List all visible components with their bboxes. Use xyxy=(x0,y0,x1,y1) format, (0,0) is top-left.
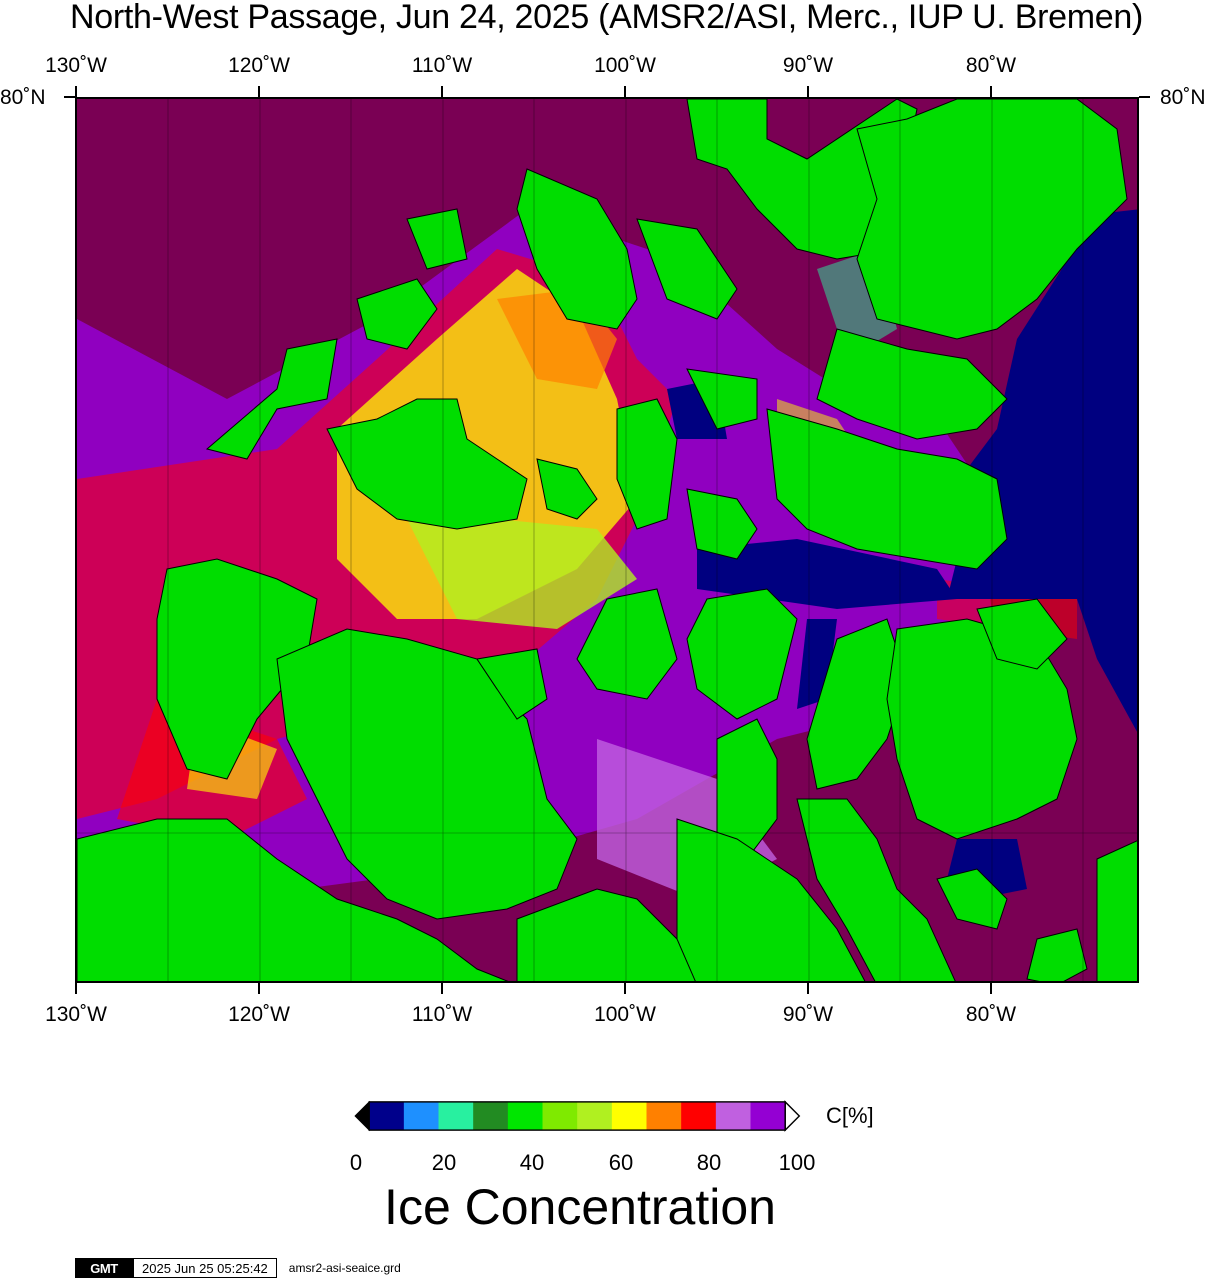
lon-tick-top: 100˚W xyxy=(594,54,656,77)
colorbar-swatch xyxy=(577,1101,613,1131)
grid-filename: amsr2-asi-seaice.grd xyxy=(288,1261,401,1275)
colorbar-swatch xyxy=(681,1101,717,1131)
gmt-logo: GMT xyxy=(75,1258,133,1278)
colorbar-over-triangle xyxy=(784,1100,801,1132)
colorbar-label: 100 xyxy=(778,1150,816,1175)
colorbar-swatch xyxy=(369,1101,405,1131)
colorbar-label: 20 xyxy=(431,1150,457,1175)
lon-tick-top: 120˚W xyxy=(228,54,290,77)
ice-concentration-map xyxy=(75,97,1139,983)
colorbar-under-triangle xyxy=(354,1100,370,1132)
colorbar-swatch xyxy=(507,1101,543,1131)
lon-tick-bottom: 100˚W xyxy=(594,1003,656,1026)
lat-label-left: 80˚N xyxy=(0,86,46,109)
lon-tick-bottom: 90˚W xyxy=(782,1003,834,1026)
colorbar-title: Ice Concentration xyxy=(384,1179,776,1235)
lon-tick-top: 90˚W xyxy=(782,54,834,77)
colorbar-label: 40 xyxy=(519,1150,545,1175)
map-title: North-West Passage, Jun 24, 2025 (AMSR2/… xyxy=(69,0,1144,36)
axis-ticks xyxy=(64,86,1150,994)
colorbar-frame xyxy=(368,1101,786,1131)
colorbar-swatch xyxy=(611,1101,647,1131)
colorbar-unit: C[%] xyxy=(826,1103,874,1128)
lon-tick-top: 80˚W xyxy=(965,54,1017,77)
colorbar-swatch xyxy=(646,1101,682,1131)
timestamp: 2025 Jun 25 05:25:42 xyxy=(133,1258,277,1278)
colorbar-swatch xyxy=(750,1101,786,1131)
colorbar-label: 60 xyxy=(608,1150,634,1175)
lon-tick-bottom: 110˚W xyxy=(411,1003,473,1026)
colorbar-swatch xyxy=(403,1101,439,1131)
colorbar-swatch xyxy=(542,1101,578,1131)
graticule xyxy=(77,99,1137,981)
lon-tick-bottom: 120˚W xyxy=(228,1003,290,1026)
land xyxy=(77,99,1137,981)
lon-tick-top: 110˚W xyxy=(411,54,473,77)
gmt-footer: GMT 2025 Jun 25 05:25:42 amsr2-asi-seaic… xyxy=(75,1258,401,1278)
lat-label-right: 80˚N xyxy=(1160,86,1206,109)
lon-tick-top: 130˚W xyxy=(45,54,107,77)
map-canvas xyxy=(77,99,1137,981)
colorbar-swatch xyxy=(715,1101,751,1131)
colorbar-swatch xyxy=(473,1101,509,1131)
colorbar xyxy=(354,1100,801,1132)
colorbar-label: 0 xyxy=(349,1150,363,1175)
colorbar-swatch xyxy=(438,1101,474,1131)
colorbar-label: 80 xyxy=(696,1150,722,1175)
lon-tick-bottom: 130˚W xyxy=(45,1003,107,1026)
lon-tick-bottom: 80˚W xyxy=(965,1003,1017,1026)
